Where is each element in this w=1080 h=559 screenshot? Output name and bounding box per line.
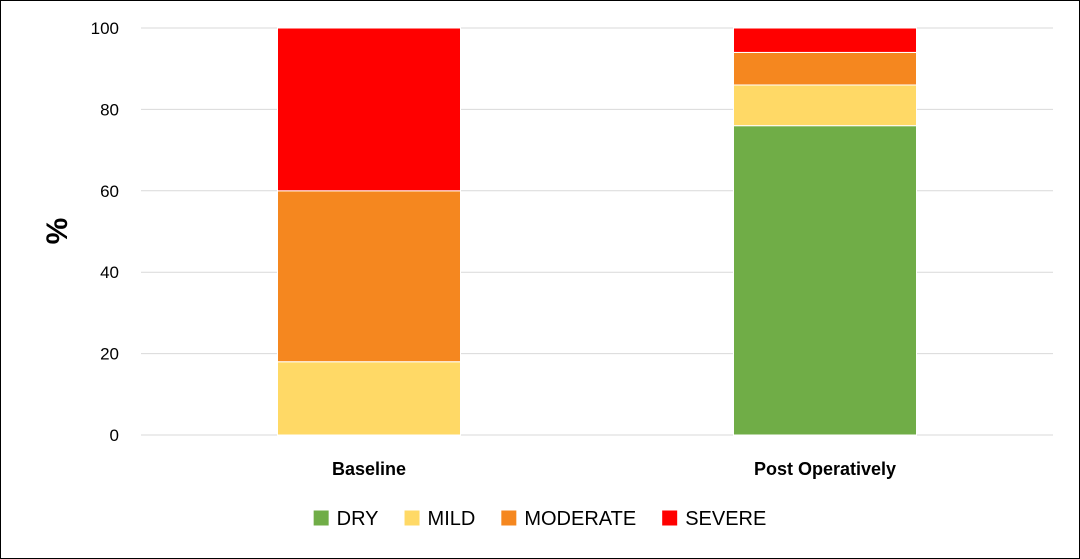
legend-swatch-moderate: [501, 510, 517, 526]
y-axis-label: %: [41, 218, 74, 245]
y-tick-labels: 0 20 40 60 80 100: [91, 19, 119, 445]
legend-label-dry: DRY: [337, 508, 379, 530]
bar-segment-severe-0: [277, 27, 461, 192]
legend-label-moderate: MODERATE: [524, 508, 636, 530]
bar-segment-moderate-0: [277, 190, 461, 363]
x-category-labels: Baseline Post Operatively: [332, 459, 896, 479]
bar-segment-mild-0: [277, 361, 461, 436]
y-tick-label: 40: [100, 263, 119, 282]
bar-segment-dry-1: [733, 125, 917, 436]
y-tick-label: 20: [100, 345, 119, 364]
legend-label-mild: MILD: [428, 508, 476, 530]
legend-swatch-dry: [313, 510, 329, 526]
y-tick-label: 100: [91, 19, 119, 38]
bars: [277, 27, 917, 436]
y-tick-label: 60: [100, 182, 119, 201]
bar-segment-mild-1: [733, 84, 917, 127]
y-tick-label: 0: [110, 426, 119, 445]
bar-segment-severe-1: [733, 27, 917, 53]
legend-label-severe: SEVERE: [685, 508, 766, 530]
legend-swatch-severe: [662, 510, 678, 526]
bar-segment-moderate-1: [733, 51, 917, 86]
legend-swatch-mild: [404, 510, 420, 526]
x-category-label: Post Operatively: [754, 459, 896, 479]
legend: DRY MILD MODERATE SEVERE: [313, 508, 766, 530]
x-category-label: Baseline: [332, 459, 406, 479]
y-tick-label: 80: [100, 100, 119, 119]
